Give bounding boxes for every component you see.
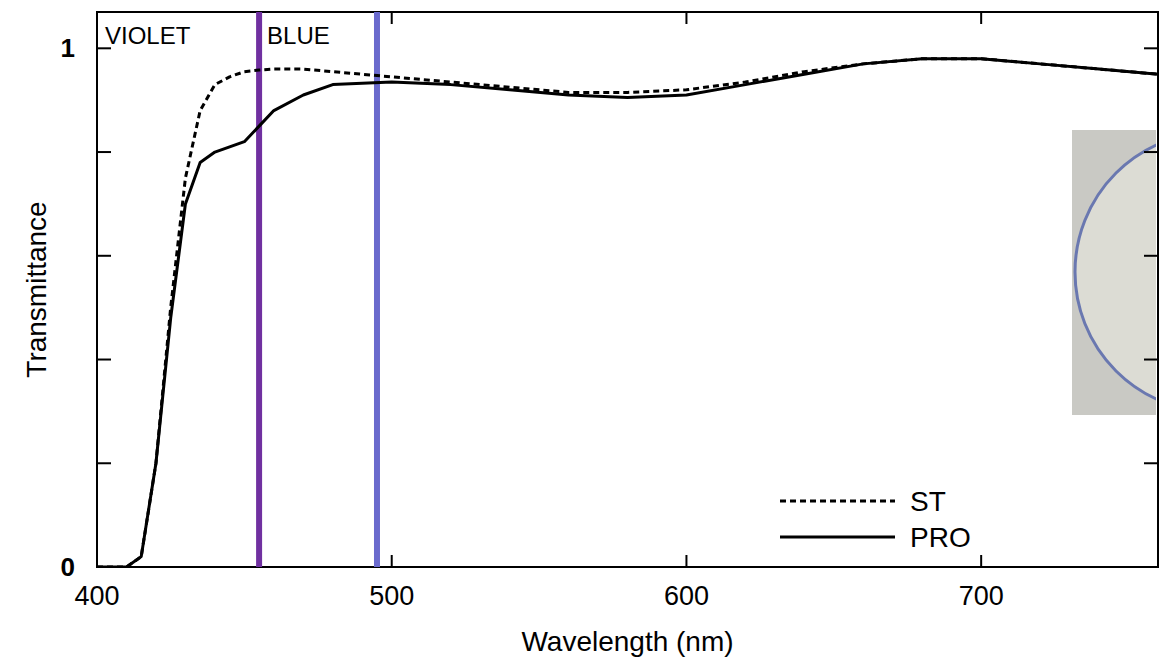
lens-disc (1075, 132, 1156, 412)
chart: 400 500 600 700 0 1 Wavelength (nm) Transmittan… (0, 0, 1170, 665)
region-boundary (256, 12, 262, 567)
series-line (97, 59, 1158, 567)
region-label: BLUE (267, 22, 330, 49)
legend: ST PRO (780, 486, 971, 553)
y-minor-tick-right (1144, 359, 1158, 361)
x-tick-label: 500 (369, 581, 414, 611)
x-tick-top (391, 12, 393, 24)
x-tick-top (980, 12, 982, 24)
x-axis-title: Wavelength (nm) (521, 626, 733, 657)
lens (1075, 132, 1156, 412)
y-tick-label: 0 (61, 552, 75, 582)
y-minor-tick (97, 255, 111, 257)
y-minor-tick-right (1144, 255, 1158, 257)
x-tick-label: 600 (664, 581, 709, 611)
x-tick (391, 555, 393, 567)
y-minor-tick (97, 151, 111, 153)
series-line (97, 59, 1158, 567)
x-tick (980, 555, 982, 567)
plot-frame (97, 12, 1158, 567)
y-tick-label: 1 (61, 33, 75, 63)
x-tick-label: 700 (959, 581, 1004, 611)
legend-label: PRO (910, 522, 971, 553)
y-minor-tick-right (1144, 462, 1158, 464)
y-minor-tick-right (1144, 151, 1158, 153)
legend-label: ST (910, 486, 946, 517)
x-tick (685, 555, 687, 567)
x-tick-label: 400 (74, 581, 119, 611)
y-minor-tick (97, 462, 111, 464)
x-tick-top (96, 12, 98, 24)
y-axis-title: Transmittance (21, 201, 52, 377)
y-tick-right (1144, 47, 1158, 49)
y-tick-right (1144, 566, 1158, 568)
region-boundary (374, 12, 380, 567)
x-tick-top (685, 12, 687, 24)
lens-photo (1072, 130, 1170, 415)
x-tick (96, 555, 98, 567)
legend-swatch (780, 500, 895, 503)
plot-area (97, 12, 1158, 567)
region-label: VIOLET (105, 22, 191, 49)
legend-swatch (780, 536, 895, 539)
y-minor-tick (97, 359, 111, 361)
